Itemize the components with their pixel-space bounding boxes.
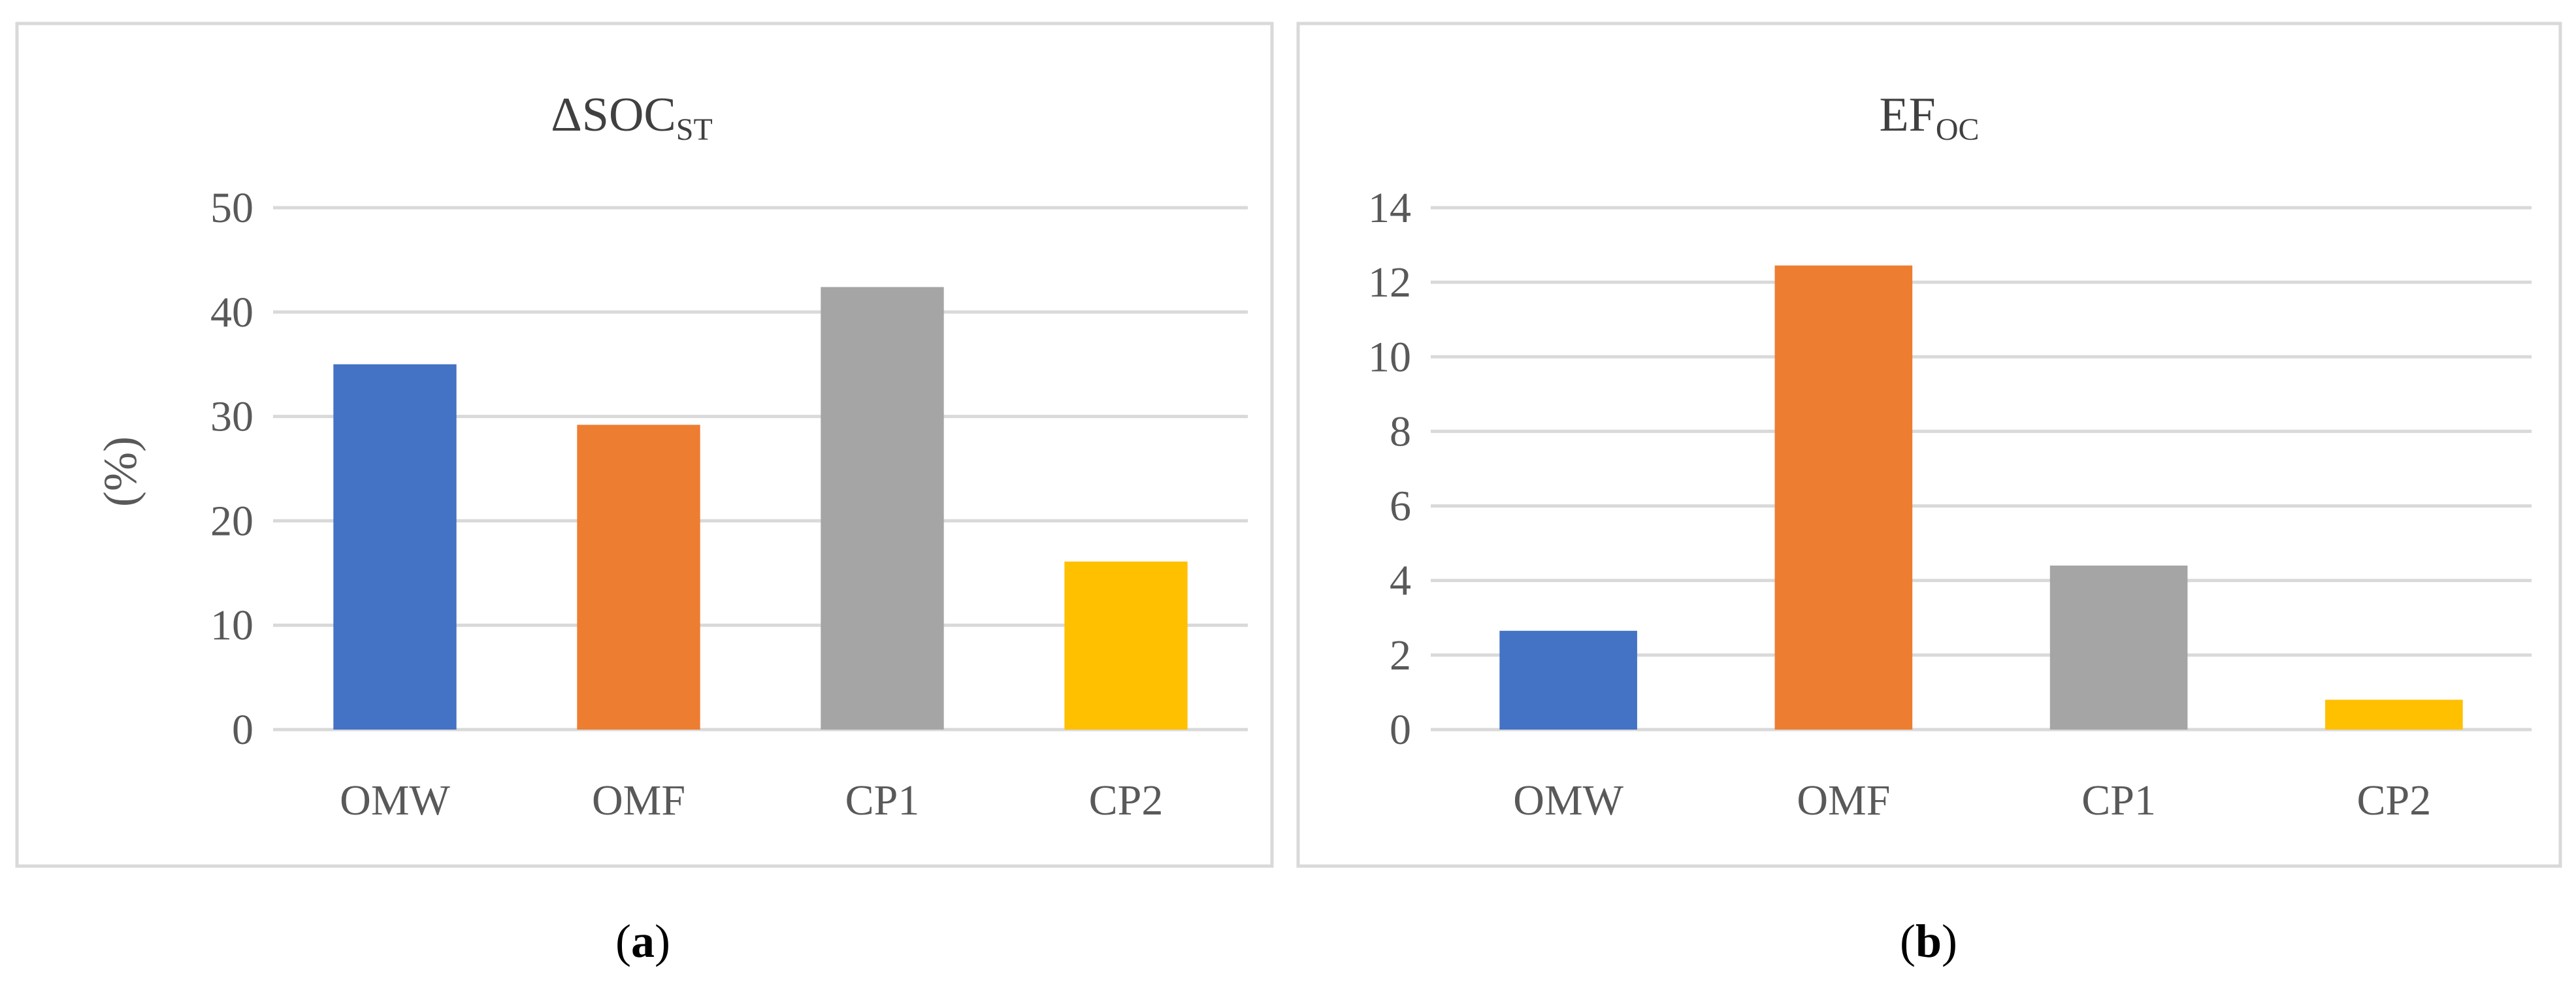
chart-b-x-ticks: OMW OMF CP1 CP2	[1513, 777, 2431, 824]
chart-a-y-tick-label: 0	[232, 706, 253, 754]
chart-b-y-tick-label: 2	[1390, 632, 1411, 679]
chart-b-y-tick-label: 0	[1390, 706, 1411, 754]
chart-a-y-tick-label: 20	[210, 497, 253, 545]
chart-b-y-tick-label: 6	[1390, 483, 1411, 530]
chart-b-x-tick-label: OMW	[1513, 777, 1623, 824]
chart-a-x-ticks: OMW OMF CP1 CP2	[340, 777, 1163, 824]
chart-b-x-tick-label: CP1	[2081, 777, 2156, 824]
chart-a-bar-cp1	[821, 287, 944, 730]
chart-b-y-tick-label: 10	[1368, 333, 1411, 381]
chart-a-y-tick-label: 30	[210, 393, 253, 441]
chart-a-title-subscript: ST	[676, 112, 713, 147]
chart-b-bar-omw	[1499, 630, 1637, 730]
chart-b-y-tick-label: 12	[1368, 259, 1411, 306]
chart-a-y-tick-label: 40	[210, 289, 253, 336]
chart-b-y-ticks: 0 2 4 6 8 10 12 14	[1368, 184, 1411, 754]
chart-a-bar-cp2	[1064, 561, 1188, 730]
chart-b-x-tick-label: OMF	[1797, 777, 1890, 824]
panel-b-frame	[1296, 22, 2562, 868]
chart-b-title-subscript: OC	[1936, 112, 1980, 147]
chart-a-y-axis-label: (%)	[94, 436, 146, 507]
chart-a-bars	[333, 287, 1188, 730]
chart-a-x-tick-label: OMF	[592, 777, 685, 824]
chart-b-y-tick-label: 8	[1390, 408, 1411, 455]
panel-label-a: (a)	[615, 915, 670, 967]
chart-a-bar-omf	[577, 425, 700, 730]
chart-b-bar-omf	[1774, 265, 1913, 730]
chart-a-y-tick-label: 50	[210, 184, 253, 232]
chart-a: ΔSOCST (%) 0 10 20 30 40 50 OMW OMF CP1 CP2	[94, 88, 1248, 824]
chart-b-bar-cp2	[2325, 700, 2463, 730]
chart-b: EFOC 0 2 4 6 8 10 12 14 OMW OMF CP1 CP2	[1368, 88, 2532, 824]
panel-label-b: (b)	[1899, 915, 1957, 967]
chart-a-x-tick-label: CP2	[1089, 777, 1164, 824]
chart-a-x-tick-label: OMW	[340, 777, 450, 824]
chart-a-y-tick-label: 10	[210, 602, 253, 649]
chart-a-title: ΔSOCST	[551, 88, 713, 147]
chart-b-y-tick-label: 14	[1368, 184, 1411, 232]
chart-a-bar-omw	[333, 364, 457, 730]
chart-b-bars	[1499, 265, 2463, 730]
chart-b-y-tick-label: 4	[1390, 557, 1411, 605]
chart-a-y-ticks: 0 10 20 30 40 50	[210, 184, 253, 754]
chart-b-title: EFOC	[1879, 88, 1979, 147]
chart-b-bar-cp1	[2049, 565, 2188, 730]
chart-a-x-tick-label: CP1	[845, 777, 920, 824]
chart-b-x-tick-label: CP2	[2357, 777, 2432, 824]
